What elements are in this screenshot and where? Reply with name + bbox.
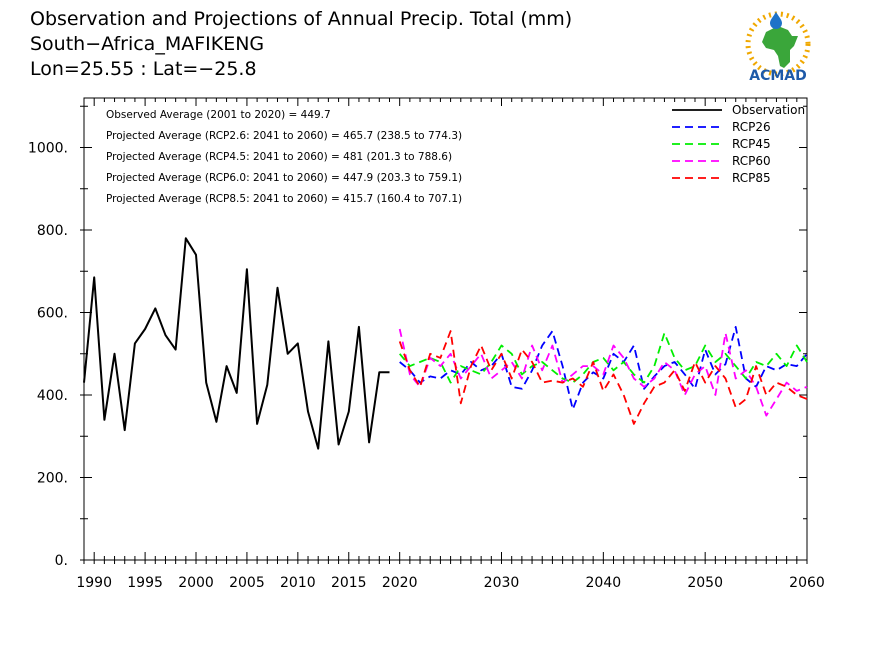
x-tick-label: 2005: [229, 575, 265, 591]
legend-label-rcp85: RCP85: [732, 171, 771, 185]
legend-label-rcp45: RCP45: [732, 137, 771, 151]
y-axis: 0. 200. 400. 600. 800. 1000.: [28, 105, 807, 569]
africa-map-icon: [745, 11, 811, 77]
y-tick-label: 200.: [37, 471, 68, 487]
series-line-rcp60: [398, 328, 808, 417]
legend-label-rcp26: RCP26: [732, 120, 771, 134]
x-tick-label: 2060: [789, 575, 825, 591]
y-tick-label: 1000.: [28, 141, 68, 157]
x-tick-label: 2000: [178, 575, 214, 591]
x-tick-label: 1995: [127, 575, 163, 591]
y-tick-label: 400.: [37, 388, 68, 404]
x-tick-label: 2010: [280, 575, 316, 591]
station-name: South−Africa_MAFIKENG: [30, 33, 265, 55]
plot-frame: [83, 97, 808, 561]
legend-label-rcp60: RCP60: [732, 154, 771, 168]
x-tick-label: 1990: [76, 575, 112, 591]
average-annotation: Projected Average (RCP4.5: 2041 to 2060)…: [106, 151, 452, 163]
average-annotations: Observed Average (2001 to 2020) = 449.7 P…: [106, 109, 462, 205]
average-annotation: Projected Average (RCP6.0: 2041 to 2060)…: [106, 172, 462, 184]
average-annotation: Projected Average (RCP2.6: 2041 to 2060)…: [106, 130, 462, 142]
x-tick-label: 2020: [382, 575, 418, 591]
series-line-rcp85: [398, 330, 808, 425]
logo-text: ACMAD: [749, 68, 807, 84]
average-annotation: Projected Average (RCP8.5: 2041 to 2060)…: [106, 193, 462, 205]
series-line-rcp26: [399, 325, 808, 411]
x-tick-label: 2050: [687, 575, 723, 591]
x-tick-label: 2040: [586, 575, 622, 591]
series-lines: [83, 237, 808, 450]
station-coordinates: Lon=25.55 : Lat=−25.8: [30, 58, 257, 80]
acmad-logo: ACMAD: [745, 11, 811, 84]
legend: Observation RCP26 RCP45 RCP60 RCP85: [672, 103, 805, 185]
y-tick-label: 800.: [37, 223, 68, 239]
x-tick-label: 2030: [484, 575, 520, 591]
x-tick-label: 2015: [331, 575, 367, 591]
y-tick-label: 600.: [37, 306, 68, 322]
legend-label-observation: Observation: [732, 103, 805, 117]
series-line-observation: [83, 237, 390, 450]
x-axis: 1990 1995 2000 2005 2010 2015 2020 2030 2040 2050…: [76, 98, 825, 591]
chart-title: Observation and Projections of Annual Pr…: [30, 8, 573, 30]
y-tick-label: 0.: [55, 553, 68, 569]
average-annotation: Observed Average (2001 to 2020) = 449.7: [106, 109, 331, 121]
